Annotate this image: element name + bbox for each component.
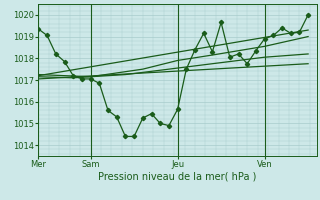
X-axis label: Pression niveau de la mer( hPa ): Pression niveau de la mer( hPa ) (99, 172, 257, 182)
